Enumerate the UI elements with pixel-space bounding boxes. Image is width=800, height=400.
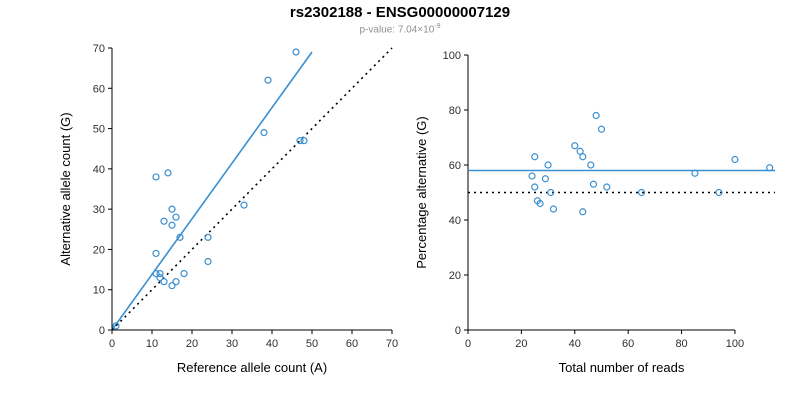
x-tick-label: 0 [465, 338, 471, 350]
data-point [176, 233, 184, 241]
data-point [296, 137, 304, 145]
data-point [168, 282, 176, 290]
data-point [152, 173, 160, 181]
pvalue-exponent: -9 [434, 23, 441, 30]
data-point [204, 257, 212, 266]
y-tick-label: 20 [449, 270, 461, 282]
x-tick-label: 20 [515, 338, 527, 350]
data-point [592, 111, 600, 120]
data-point [531, 153, 539, 161]
x-tick-label: 60 [346, 338, 358, 350]
data-point [691, 169, 699, 177]
data-point [547, 188, 555, 197]
data-point [531, 183, 539, 191]
data-point [571, 142, 579, 150]
y-tick-label: 50 [93, 124, 105, 136]
data-point [589, 180, 598, 188]
y-tick-label: 10 [93, 285, 105, 297]
data-point [172, 278, 180, 286]
y-tick-label: 30 [93, 204, 105, 216]
data-point [152, 249, 160, 258]
data-point [637, 188, 646, 197]
data-point [292, 48, 300, 56]
data-point [541, 175, 550, 183]
data-point [587, 161, 595, 169]
data-point [300, 137, 308, 145]
y-tick-label: 60 [93, 83, 105, 95]
data-point [180, 270, 188, 278]
data-point [576, 147, 584, 155]
data-point [204, 233, 212, 241]
data-point [260, 128, 268, 137]
identity-line [111, 47, 393, 331]
x-tick-label: 30 [226, 338, 238, 350]
y-tick-label: 60 [449, 160, 461, 172]
data-point [164, 169, 172, 177]
data-point [544, 161, 552, 169]
data-point [168, 205, 176, 213]
data-point [112, 322, 120, 330]
data-point [549, 205, 558, 213]
page-title: rs2302188 - ENSG00000007129 [289, 4, 511, 21]
data-point [172, 213, 180, 221]
x-tick-label: 80 [675, 338, 687, 350]
x-tick-label: 0 [109, 338, 115, 350]
data-point [156, 270, 164, 278]
data-point [152, 270, 160, 278]
data-point [160, 217, 168, 225]
y-tick-label: 40 [449, 215, 461, 227]
y-axis-title: Alternative allele count (G) [58, 112, 73, 265]
x-tick-label: 100 [726, 338, 744, 350]
allele-count-scatter-plot: 0 10 20 30 40 50 60 70 0 10 20 30 40 50 60 70 Reference … [58, 43, 398, 375]
y-tick-label: 0 [455, 325, 461, 337]
data-point [528, 172, 536, 180]
data-point [240, 201, 248, 209]
y-tick-label: 70 [93, 43, 105, 55]
x-axis-title: Reference allele count (A) [177, 360, 327, 375]
data-point [731, 155, 739, 164]
data-point [168, 221, 176, 229]
data-point [597, 125, 606, 133]
data-point [579, 208, 587, 216]
data-point [766, 164, 774, 172]
pvalue-text: p-value: 7.04×10 [359, 24, 435, 36]
data-point [579, 153, 587, 161]
x-tick-label: 40 [569, 338, 581, 350]
pvalue-subtitle: p-value: 7.04×10-9 [0, 23, 800, 35]
y-tick-label: 20 [93, 244, 105, 256]
y-tick-label: 80 [449, 105, 461, 117]
plot-header: rs2302188 - ENSG00000007129 p-value: 7.0… [0, 4, 800, 35]
regression-line [111, 51, 313, 331]
y-tick-label: 0 [99, 325, 105, 337]
data-point [264, 76, 272, 84]
x-tick-label: 70 [386, 338, 398, 350]
y-axis-title: Percentage alternative (G) [414, 116, 429, 268]
x-tick-label: 50 [306, 338, 318, 350]
data-point [536, 199, 544, 208]
data-point [156, 274, 164, 282]
percentage-reads-scatter-plot: 0 20 40 60 80 100 0 20 40 60 80 100 Total number of … [414, 50, 775, 375]
y-tick-label: 100 [443, 50, 461, 62]
x-tick-label: 60 [622, 338, 634, 350]
data-point [715, 188, 723, 197]
x-tick-label: 40 [266, 338, 278, 350]
x-axis-title: Total number of reads [559, 360, 685, 375]
y-tick-label: 40 [93, 164, 105, 176]
x-tick-label: 10 [146, 338, 158, 350]
x-tick-label: 20 [186, 338, 198, 350]
data-point [603, 183, 611, 191]
data-point [160, 278, 168, 286]
